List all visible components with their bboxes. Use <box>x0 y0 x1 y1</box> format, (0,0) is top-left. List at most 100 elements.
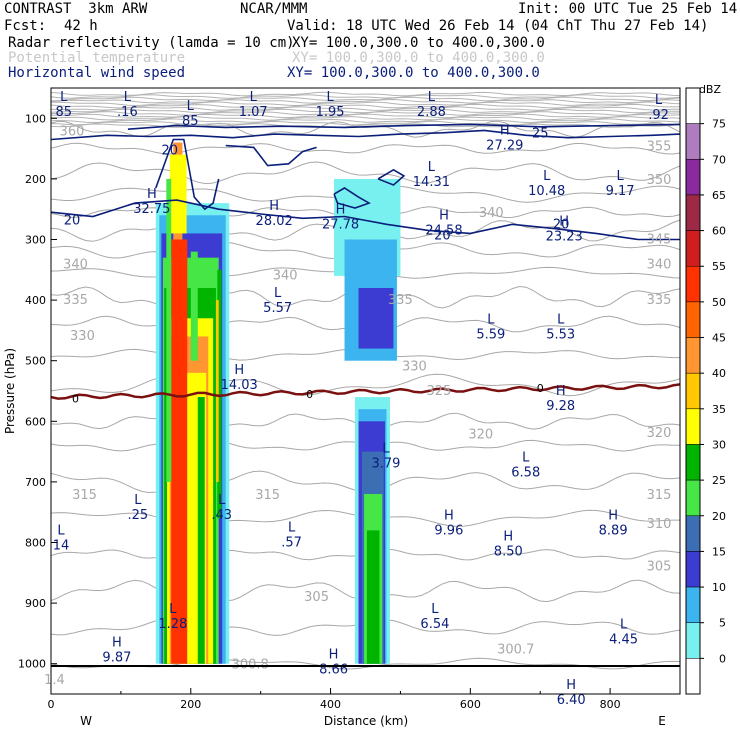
wind-contour <box>225 144 317 167</box>
plot-frame <box>50 87 681 695</box>
extreme-value-label: 8.66 <box>319 663 348 678</box>
freezing-level-path <box>51 383 680 400</box>
x-axis-label: Distance (km) <box>324 714 408 728</box>
y-axis: 100 200 300 400 500 600 700 800 900 1000 <box>18 112 57 671</box>
extreme-value-label: 9.17 <box>606 184 635 199</box>
extreme-type-label: L <box>187 99 195 114</box>
extreme-value-label: 9.87 <box>102 651 131 666</box>
colorbar-swatch <box>685 408 701 445</box>
theta-label: 335 <box>63 293 88 308</box>
extreme-type-label: L <box>522 451 530 466</box>
theta-strat-contour <box>51 120 680 126</box>
theta-strat-contour <box>51 123 680 128</box>
y-tick-label: 600 <box>25 415 46 428</box>
theta-label: 330 <box>70 329 95 344</box>
extreme-type-label: L <box>616 169 624 184</box>
field-wind-name: Horizontal wind speed <box>8 65 186 81</box>
colorbar-label: 40 <box>712 367 726 380</box>
extreme-type-label: H <box>559 214 569 229</box>
forecast-hour: 42 h <box>64 18 98 34</box>
extreme-type-label: H <box>566 678 576 693</box>
extreme-value-label: 14.31 <box>413 175 450 190</box>
wind-speed-contours: 20 20 20 20 25 <box>51 123 680 244</box>
colorbar-frame <box>685 87 701 695</box>
extreme-value-label: 6.54 <box>420 617 449 632</box>
wind-contour-label: 20 <box>162 144 179 159</box>
wind-contour <box>127 123 680 130</box>
wind-contour-label-25: 25 <box>532 127 549 142</box>
theta-label: 340 <box>479 206 504 221</box>
x-axis: 0 200 400 600 800 <box>48 688 621 711</box>
colorbar-unit: dBZ <box>699 83 722 96</box>
colorbar-label: 35 <box>712 403 726 416</box>
extreme-value-label: 1.95 <box>316 105 345 120</box>
reflectivity-band <box>169 154 187 234</box>
y-tick-label: 200 <box>25 173 46 186</box>
extreme-value-label: 27.78 <box>322 217 359 232</box>
colorbar-swatch <box>685 123 701 160</box>
extreme-type-label: L <box>487 313 495 328</box>
extreme-value-label: .57 <box>281 535 302 550</box>
extreme-type-label: L <box>557 313 565 328</box>
theta-label: 320 <box>468 427 493 442</box>
theta-strat-contour <box>51 106 680 111</box>
model-title: CONTRAST 3km ARW <box>4 1 148 17</box>
colorbar-label: 15 <box>712 545 726 558</box>
theta-label: 345 <box>647 232 672 247</box>
org-label: NCAR/MMM <box>240 1 308 17</box>
wind-contour <box>377 168 406 186</box>
colorbar-swatch <box>685 301 701 338</box>
extreme-type-label: H <box>556 384 566 399</box>
wind-contour-label: 20 <box>64 213 81 228</box>
theta-strat-contour <box>51 94 680 99</box>
valid-time: Valid: 18 UTC Wed 26 Feb 14 (04 ChT Thu … <box>287 18 709 34</box>
theta-label: 315 <box>72 488 97 503</box>
extreme-value-label: .25 <box>128 508 149 523</box>
extreme-type-label: L <box>60 90 68 105</box>
theta-strat-contour <box>51 118 680 124</box>
freezing-level-label: 0 <box>72 392 79 405</box>
extreme-value-label: .43 <box>211 508 232 523</box>
theta-label: 320 <box>647 426 672 441</box>
east-label: E <box>658 714 666 728</box>
theta-label: 325 <box>426 384 451 399</box>
extreme-value-label: 5.53 <box>546 328 575 343</box>
west-label: W <box>80 714 92 728</box>
extreme-type-label: L <box>326 90 334 105</box>
field-reflectivity-name: Radar reflectivity (lamda = 10 cm) <box>8 35 295 51</box>
colorbar-swatch <box>685 87 701 124</box>
colorbar-label: 70 <box>712 153 726 166</box>
extreme-value-label: .92 <box>648 108 669 123</box>
colorbar-label: 60 <box>712 225 726 238</box>
extreme-type-label: L <box>382 442 390 457</box>
theta-extreme-label: 1.4 <box>44 673 65 688</box>
colorbar-label: 50 <box>712 296 726 309</box>
theta-label: 335 <box>388 293 413 308</box>
extreme-type-label: H <box>500 123 510 138</box>
extreme-value-label: 24.58 <box>425 223 462 238</box>
wind-contour <box>333 187 371 209</box>
wind-contour <box>51 199 680 241</box>
theta-label: 310 <box>647 517 672 532</box>
theta-label: 360 <box>60 124 85 139</box>
extreme-value-label: 9.96 <box>434 523 463 538</box>
extreme-value-label: 23.23 <box>546 229 583 244</box>
colorbar-swatch <box>685 586 701 623</box>
colorbar-swatch <box>685 515 701 552</box>
colorbar-swatch <box>685 337 701 374</box>
field-theta-name: Potential temperature <box>8 50 186 66</box>
theta-label: 315 <box>647 488 672 503</box>
freezing-level-label: 0 <box>537 382 544 395</box>
wind-contour <box>51 129 680 141</box>
theta-label: 330 <box>402 360 427 375</box>
colorbar-label: 0 <box>719 652 726 665</box>
theta-strat-contour <box>51 103 680 109</box>
colorbar-swatch <box>685 658 701 695</box>
colorbar-swatch <box>685 479 701 517</box>
reflectivity-band <box>358 287 394 349</box>
extreme-type-label: L <box>428 160 436 175</box>
theta-contour <box>51 142 680 155</box>
y-tick-label: 500 <box>25 355 46 368</box>
extreme-type-label: H <box>608 508 618 523</box>
